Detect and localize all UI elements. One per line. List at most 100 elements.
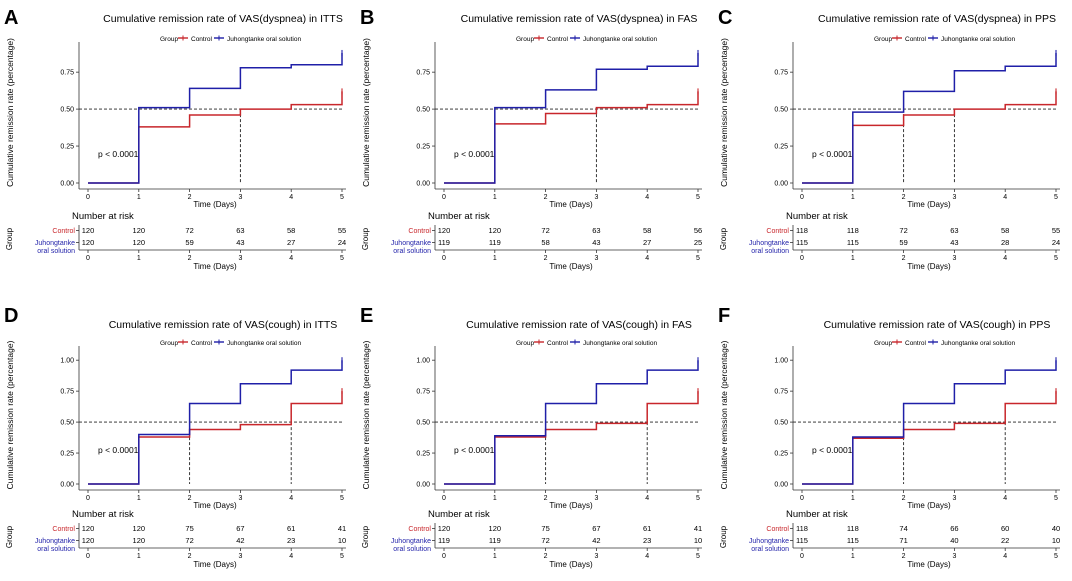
risk-count-juhong: 119 bbox=[489, 238, 501, 247]
risk-count-control: 61 bbox=[643, 524, 651, 533]
risk-x-tick-label: 2 bbox=[188, 255, 192, 262]
legend: Group Control Juhongtanke oral solution bbox=[160, 339, 301, 347]
chart-title: Cumulative remission rate of VAS(dyspnea… bbox=[818, 13, 1056, 25]
panel-letter: E bbox=[360, 305, 373, 327]
risk-count-juhong: 40 bbox=[950, 536, 958, 545]
risk-count-juhong: 42 bbox=[236, 536, 244, 545]
risk-count-control: 118 bbox=[847, 226, 859, 235]
panel-letter: A bbox=[4, 7, 18, 29]
x-tick-label: 3 bbox=[594, 495, 598, 502]
risk-count-juhong: 42 bbox=[592, 536, 600, 545]
x-tick-label: 1 bbox=[137, 194, 141, 201]
x-tick-label: 2 bbox=[902, 495, 906, 502]
risk-count-juhong: 24 bbox=[1052, 238, 1060, 247]
panel-a: A Cumulative remission rate of VAS(dyspne… bbox=[4, 7, 346, 271]
x-tick-label: 4 bbox=[645, 495, 649, 502]
risk-count-control: 55 bbox=[1052, 226, 1060, 235]
risk-count-control: 72 bbox=[185, 226, 193, 235]
x-tick-label: 4 bbox=[1003, 495, 1007, 502]
x-tick-label: 2 bbox=[544, 194, 548, 201]
y-tick-label: 0.75 bbox=[774, 389, 788, 396]
y-tick-label: 0.75 bbox=[416, 389, 430, 396]
legend-label-juhong: Juhongtanke oral solution bbox=[941, 340, 1015, 347]
x-tick-label: 5 bbox=[340, 194, 344, 201]
risk-group-control: Control bbox=[766, 228, 789, 235]
x-tick-label: 3 bbox=[952, 495, 956, 502]
risk-x-tick-label: 0 bbox=[800, 255, 804, 262]
risk-x-tick-label: 5 bbox=[1054, 255, 1058, 262]
risk-x-axis-title: Time (Days) bbox=[907, 560, 951, 569]
x-tick-label: 0 bbox=[442, 495, 446, 502]
panel-letter: F bbox=[718, 305, 730, 327]
risk-count-juhong: 58 bbox=[541, 238, 549, 247]
series-line-juhong bbox=[802, 360, 1057, 485]
legend-label-juhong: Juhongtanke oral solution bbox=[227, 340, 301, 347]
risk-count-juhong: 119 bbox=[438, 238, 450, 247]
risk-x-tick-label: 5 bbox=[340, 553, 344, 560]
x-tick-label: 4 bbox=[645, 194, 649, 201]
risk-count-control: 60 bbox=[1001, 524, 1009, 533]
x-tick-label: 5 bbox=[696, 495, 700, 502]
risk-group-juhong-line2: oral solution bbox=[37, 546, 75, 553]
risk-count-juhong: 72 bbox=[185, 536, 193, 545]
x-axis-title: Time (Days) bbox=[193, 501, 237, 510]
legend-label-juhong: Juhongtanke oral solution bbox=[941, 36, 1015, 43]
risk-count-control: 63 bbox=[592, 226, 600, 235]
risk-count-control: 66 bbox=[950, 524, 958, 533]
risk-count-juhong: 59 bbox=[899, 238, 907, 247]
x-tick-label: 2 bbox=[902, 194, 906, 201]
risk-group-control: Control bbox=[408, 228, 431, 235]
risk-y-axis-title: Group bbox=[5, 525, 14, 548]
risk-count-juhong: 120 bbox=[133, 238, 146, 247]
x-tick-label: 3 bbox=[594, 194, 598, 201]
risk-count-control: 120 bbox=[489, 524, 502, 533]
risk-group-juhong: Juhongtanke bbox=[749, 538, 789, 545]
legend-title: Group bbox=[516, 36, 534, 43]
x-tick-label: 4 bbox=[289, 495, 293, 502]
x-tick-label: 0 bbox=[800, 194, 804, 201]
risk-count-control: 63 bbox=[950, 226, 958, 235]
risk-count-control: 55 bbox=[338, 226, 346, 235]
x-tick-label: 5 bbox=[340, 495, 344, 502]
x-axis-title: Time (Days) bbox=[193, 200, 237, 209]
risk-x-tick-label: 0 bbox=[86, 553, 90, 560]
risk-count-control: 120 bbox=[82, 226, 95, 235]
y-axis-title: Cumulative remission rate (percentage) bbox=[719, 38, 729, 187]
series-line-control bbox=[802, 391, 1057, 485]
risk-x-axis-title: Time (Days) bbox=[549, 262, 593, 271]
y-axis-title: Cumulative remission rate (percentage) bbox=[5, 38, 15, 187]
x-tick-label: 1 bbox=[851, 194, 855, 201]
risk-x-tick-label: 5 bbox=[696, 255, 700, 262]
risk-count-control: 56 bbox=[694, 226, 702, 235]
risk-count-juhong: 28 bbox=[1001, 238, 1009, 247]
risk-y-axis-title: Group bbox=[5, 227, 14, 250]
x-tick-label: 1 bbox=[493, 194, 497, 201]
y-tick-label: 0.00 bbox=[774, 181, 788, 188]
x-tick-label: 3 bbox=[238, 495, 242, 502]
risk-count-control: 63 bbox=[236, 226, 244, 235]
risk-table-title: Number at risk bbox=[428, 509, 490, 520]
chart-title: Cumulative remission rate of VAS(cough) … bbox=[109, 319, 338, 331]
risk-x-tick-label: 4 bbox=[1003, 553, 1007, 560]
risk-count-juhong: 119 bbox=[438, 536, 450, 545]
risk-count-juhong: 115 bbox=[847, 238, 859, 247]
series-line-control bbox=[802, 91, 1057, 184]
risk-count-juhong: 23 bbox=[643, 536, 651, 545]
y-tick-label: 0.00 bbox=[416, 181, 430, 188]
risk-x-tick-label: 2 bbox=[902, 553, 906, 560]
x-axis-title: Time (Days) bbox=[907, 200, 951, 209]
risk-count-juhong: 115 bbox=[796, 238, 808, 247]
risk-x-tick-label: 4 bbox=[289, 255, 293, 262]
risk-x-tick-label: 4 bbox=[289, 553, 293, 560]
y-axis-title: Cumulative remission rate (percentage) bbox=[719, 340, 729, 489]
risk-y-axis-title: Group bbox=[719, 525, 728, 548]
risk-x-tick-label: 3 bbox=[952, 255, 956, 262]
x-tick-label: 0 bbox=[86, 194, 90, 201]
risk-count-juhong: 27 bbox=[287, 238, 295, 247]
x-axis-title: Time (Days) bbox=[549, 501, 593, 510]
risk-x-tick-label: 4 bbox=[1003, 255, 1007, 262]
risk-x-tick-label: 3 bbox=[594, 255, 598, 262]
risk-x-tick-label: 4 bbox=[645, 255, 649, 262]
risk-group-juhong: Juhongtanke bbox=[35, 240, 75, 247]
series-line-juhong bbox=[88, 360, 343, 485]
